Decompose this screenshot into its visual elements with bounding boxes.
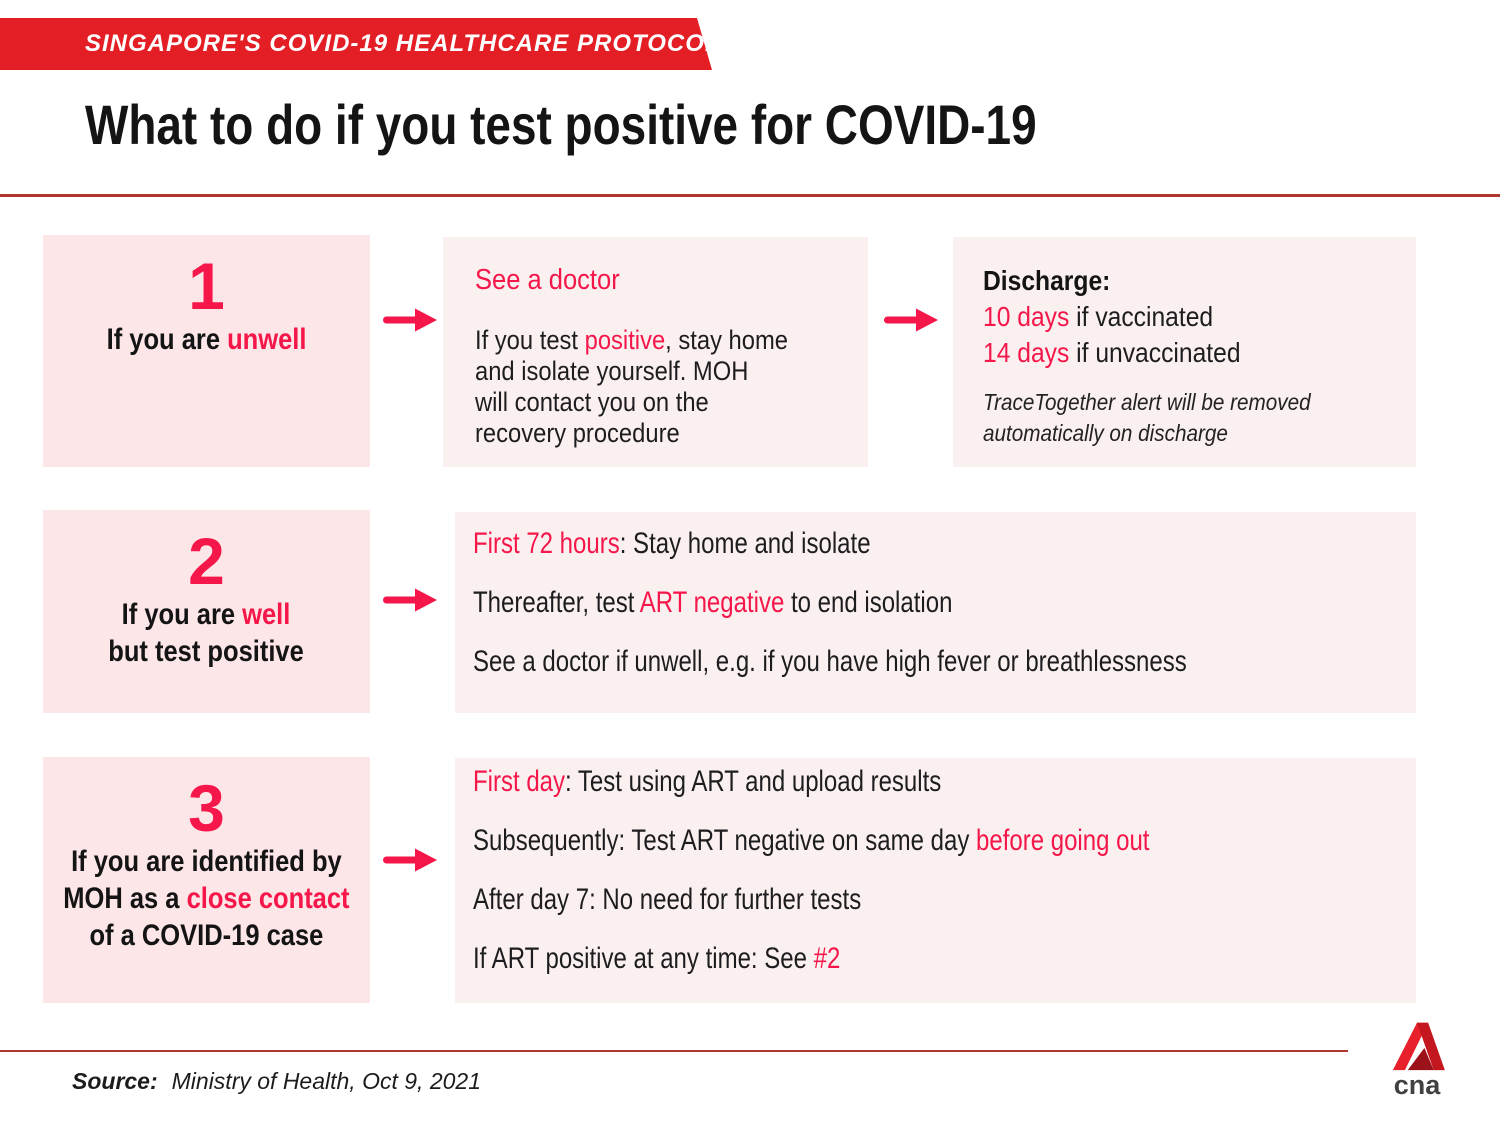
title-divider	[0, 194, 1500, 197]
step1-number: 1	[188, 249, 225, 323]
step3-label-line: MOH as a close contact	[63, 882, 350, 915]
step2-number: 2	[188, 524, 225, 598]
arrow-right-icon	[883, 307, 939, 333]
step1-doctor-card: See a doctor If you test positive, stay …	[443, 237, 868, 467]
source-text: Ministry of Health, Oct 9, 2021	[171, 1068, 481, 1094]
step3-card-line: After day 7: No need for further tests	[473, 883, 862, 916]
banner-ribbon: SINGAPORE'S COVID-19 HEALTHCARE PROTOCOL…	[0, 18, 712, 70]
step2-label-line: If you are well	[122, 598, 291, 631]
footer-divider	[0, 1050, 1348, 1052]
doctor-card-body: If you test positive, stay home and isol…	[475, 325, 868, 449]
step3-box: 3 If you are identified by MOH as a clos…	[43, 757, 370, 1003]
page-title: What to do if you test positive for COVI…	[85, 93, 1037, 156]
step3-card-line: Subsequently: Test ART negative on same …	[473, 824, 1150, 857]
step2-box: 2 If you are well but test positive	[43, 510, 370, 713]
step2-card-line: Thereafter, test ART negative to end iso…	[473, 586, 953, 619]
discharge-line: 10 days if vaccinated	[983, 301, 1214, 332]
arrow-right-icon	[382, 587, 438, 613]
step3-card-line: If ART positive at any time: See #2	[473, 942, 841, 975]
step3-label: If you are identified by MOH as a close …	[38, 843, 375, 954]
doctor-body-line: recovery procedure	[475, 418, 680, 448]
step3-label-line: If you are identified by	[71, 845, 342, 878]
step1-label-line: If you are unwell	[106, 323, 307, 356]
banner-label: SINGAPORE'S COVID-19 HEALTHCARE PROTOCOL…	[85, 30, 738, 57]
cna-logo-mark	[1392, 1022, 1445, 1071]
doctor-body-line: will contact you on the	[475, 387, 709, 417]
doctor-card-heading: See a doctor	[475, 264, 620, 296]
doctor-body-line: and isolate yourself. MOH	[475, 356, 749, 386]
step2-label-line: but test positive	[108, 635, 305, 668]
step3-label-line: of a COVID-19 case	[89, 919, 324, 952]
arrow-right-icon	[382, 847, 438, 873]
step1-label: If you are unwell	[89, 321, 324, 358]
step1-discharge-card: Discharge: 10 days if vaccinated 14 days…	[953, 237, 1416, 467]
step1-box: 1 If you are unwell	[43, 235, 370, 467]
step2-card-line: See a doctor if unwell, e.g. if you have…	[473, 645, 1187, 678]
source-credit: Source: Ministry of Health, Oct 9, 2021	[72, 1068, 481, 1095]
arrow-right-icon	[382, 307, 438, 333]
discharge-line: 14 days if unvaccinated	[983, 337, 1241, 368]
discharge-note: TraceTogether alert will be removed auto…	[983, 389, 1311, 446]
doctor-body-line: If you test positive, stay home	[475, 325, 788, 355]
step3-card-line: First day: Test using ART and upload res…	[473, 765, 942, 798]
step3-card: First day: Test using ART and upload res…	[455, 758, 1416, 1003]
step2-label: If you are well but test positive	[91, 596, 321, 670]
step2-card-line: First 72 hours: Stay home and isolate	[473, 527, 871, 560]
step2-card: First 72 hours: Stay home and isolate Th…	[455, 512, 1416, 713]
source-label: Source:	[72, 1068, 158, 1094]
cna-logo: cna	[1385, 1020, 1449, 1100]
discharge-heading: Discharge:	[983, 265, 1111, 296]
cna-logo-text: cna	[1393, 1070, 1441, 1100]
step3-number: 3	[188, 771, 225, 845]
